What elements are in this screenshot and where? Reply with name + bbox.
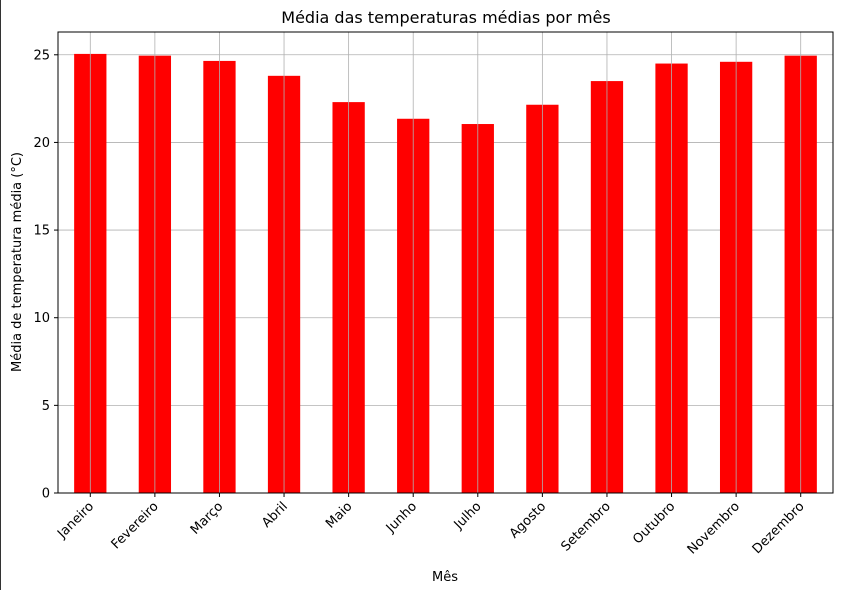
x-tick-label-janeiro: Janeiro (54, 499, 97, 542)
vertical-grid-lines (89, 32, 802, 493)
x-axis-label: Mês (432, 570, 458, 585)
x-tick-label-junho: Junho (383, 499, 420, 536)
chart-title: Média das temperaturas médias por mês (281, 8, 610, 27)
plot-frame (57, 31, 834, 494)
y-tick-label: 5 (42, 399, 50, 414)
x-tick-label-outubro: Outubro (630, 499, 678, 547)
y-axis-label: Média de temperatura média (°C) (10, 152, 25, 372)
y-tick-label: 15 (33, 224, 50, 239)
x-tick-label-agosto: Agosto (507, 499, 549, 541)
y-tick-label: 0 (42, 487, 50, 502)
window-left-edge (0, 0, 1, 590)
y-tick-label: 25 (33, 48, 50, 63)
grid-lines (58, 54, 833, 494)
x-tick-label-maio: Maio (323, 499, 355, 531)
x-axis-ticks: Janeiro Fevereiro Março Abril Maio Junho Julho… (54, 493, 808, 557)
y-tick-label: 10 (33, 311, 50, 326)
x-tick-label-setembro: Setembro (558, 499, 613, 554)
x-tick-label-março: Março (188, 499, 226, 537)
bars (74, 53, 817, 494)
x-tick-label-abril: Abril (259, 499, 291, 531)
x-tick-label-julho: Julho (451, 499, 485, 533)
x-tick-label-dezembro: Dezembro (750, 499, 808, 557)
y-axis-ticks: 0 5 10 15 20 25 (33, 48, 58, 502)
y-tick-label: 20 (33, 136, 50, 151)
x-tick-label-fevereiro: Fevereiro (109, 499, 162, 552)
x-tick-label-novembro: Novembro (685, 499, 743, 557)
